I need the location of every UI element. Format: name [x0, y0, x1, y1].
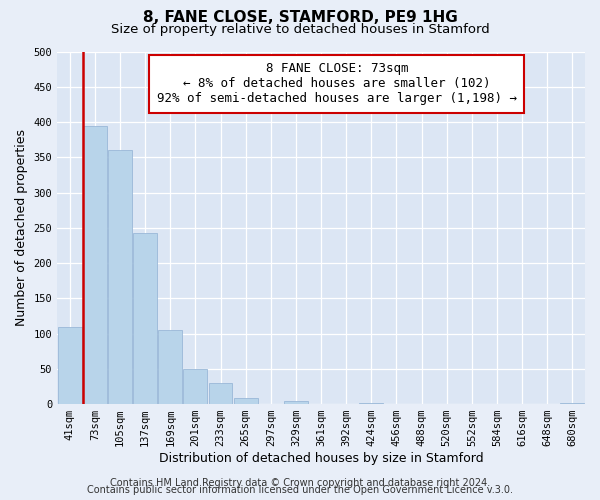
Bar: [83, 126, 107, 404]
Text: Size of property relative to detached houses in Stamford: Size of property relative to detached ho…: [110, 22, 490, 36]
Bar: [209, 383, 232, 404]
Bar: [158, 330, 182, 404]
X-axis label: Distribution of detached houses by size in Stamford: Distribution of detached houses by size …: [159, 452, 484, 465]
Text: Contains HM Land Registry data © Crown copyright and database right 2024.: Contains HM Land Registry data © Crown c…: [110, 478, 490, 488]
Bar: [58, 326, 82, 404]
Y-axis label: Number of detached properties: Number of detached properties: [15, 130, 28, 326]
Text: 8, FANE CLOSE, STAMFORD, PE9 1HG: 8, FANE CLOSE, STAMFORD, PE9 1HG: [143, 10, 457, 25]
Bar: [234, 398, 257, 404]
Bar: [359, 402, 383, 404]
Bar: [184, 369, 208, 404]
Bar: [108, 150, 132, 404]
Text: 8 FANE CLOSE: 73sqm
← 8% of detached houses are smaller (102)
92% of semi-detach: 8 FANE CLOSE: 73sqm ← 8% of detached hou…: [157, 62, 517, 105]
Bar: [284, 400, 308, 404]
Text: Contains public sector information licensed under the Open Government Licence v.: Contains public sector information licen…: [87, 485, 513, 495]
Bar: [560, 402, 584, 404]
Bar: [133, 232, 157, 404]
